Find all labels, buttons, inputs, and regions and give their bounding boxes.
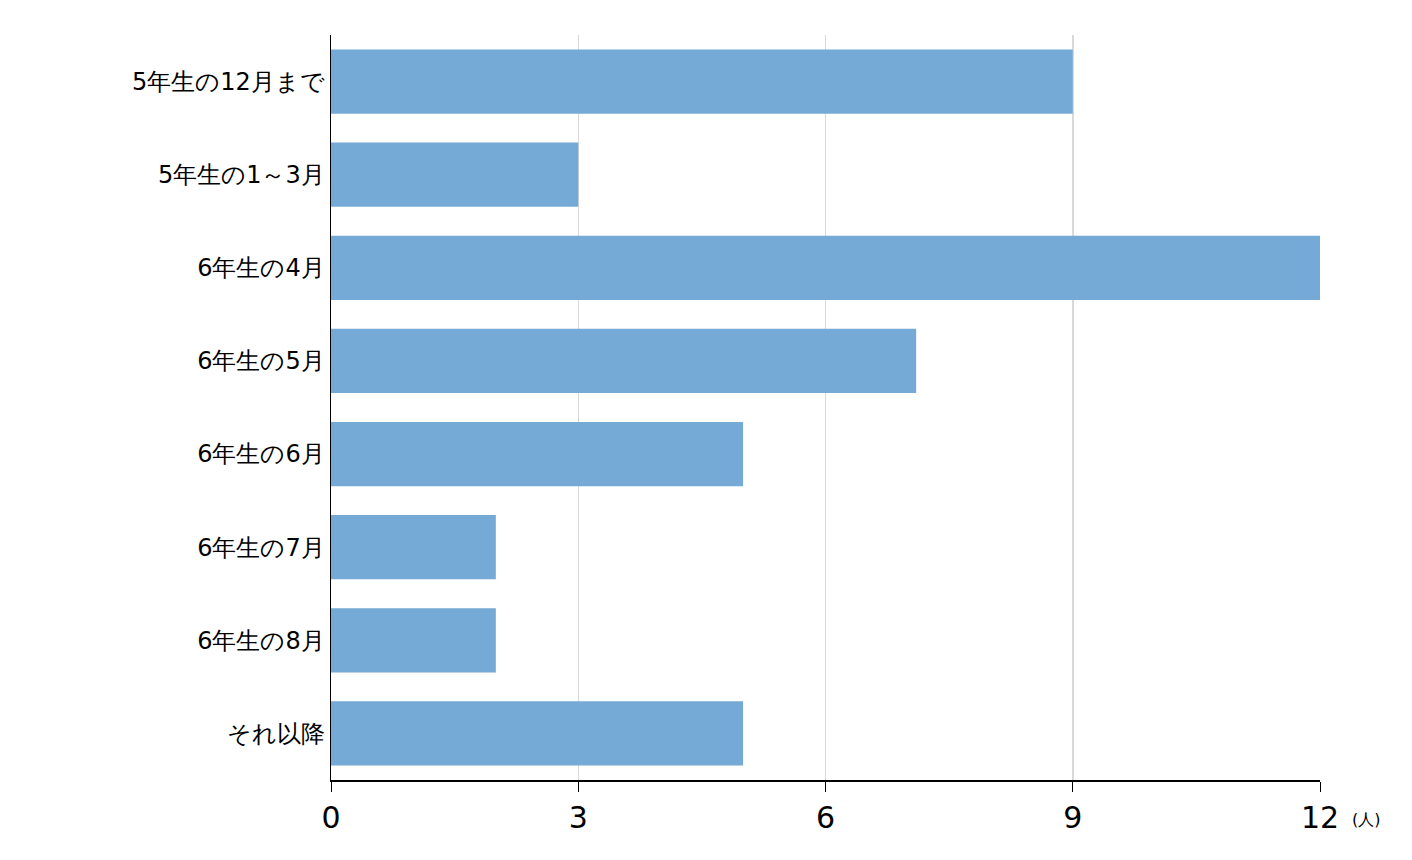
svg-text:6年生の7月: 6年生の7月 (197, 534, 325, 562)
svg-text:6年生の6月: 6年生の6月 (197, 440, 325, 468)
svg-text:6: 6 (816, 800, 835, 835)
svg-text:それ以降: それ以降 (227, 720, 325, 748)
svg-text:12: 12 (1301, 800, 1339, 835)
svg-text:6年生の5月: 6年生の5月 (197, 347, 325, 375)
svg-text:9: 9 (1063, 800, 1082, 835)
svg-text:3: 3 (569, 800, 588, 835)
svg-text:5年生の1～3月: 5年生の1～3月 (158, 161, 325, 189)
svg-text:0: 0 (321, 800, 340, 835)
svg-text:5年生の12月まで: 5年生の12月まで (132, 68, 325, 96)
svg-text:6年生の8月: 6年生の8月 (197, 627, 325, 655)
svg-text:6年生の4月: 6年生の4月 (197, 254, 325, 282)
svg-text:(人): (人) (1352, 810, 1380, 829)
